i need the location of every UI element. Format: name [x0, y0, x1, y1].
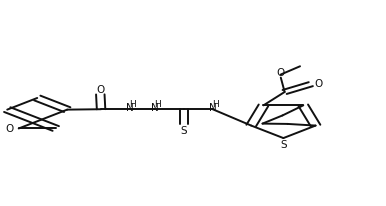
Text: O: O — [5, 124, 14, 134]
Text: O: O — [277, 68, 285, 78]
Text: H: H — [155, 99, 161, 108]
Text: S: S — [281, 139, 288, 150]
Text: N: N — [209, 102, 217, 112]
Text: S: S — [180, 125, 187, 135]
Text: H: H — [130, 99, 136, 108]
Text: H: H — [212, 99, 219, 108]
Text: N: N — [126, 102, 134, 112]
Text: O: O — [96, 84, 105, 94]
Text: N: N — [151, 102, 159, 112]
Text: O: O — [314, 78, 323, 88]
